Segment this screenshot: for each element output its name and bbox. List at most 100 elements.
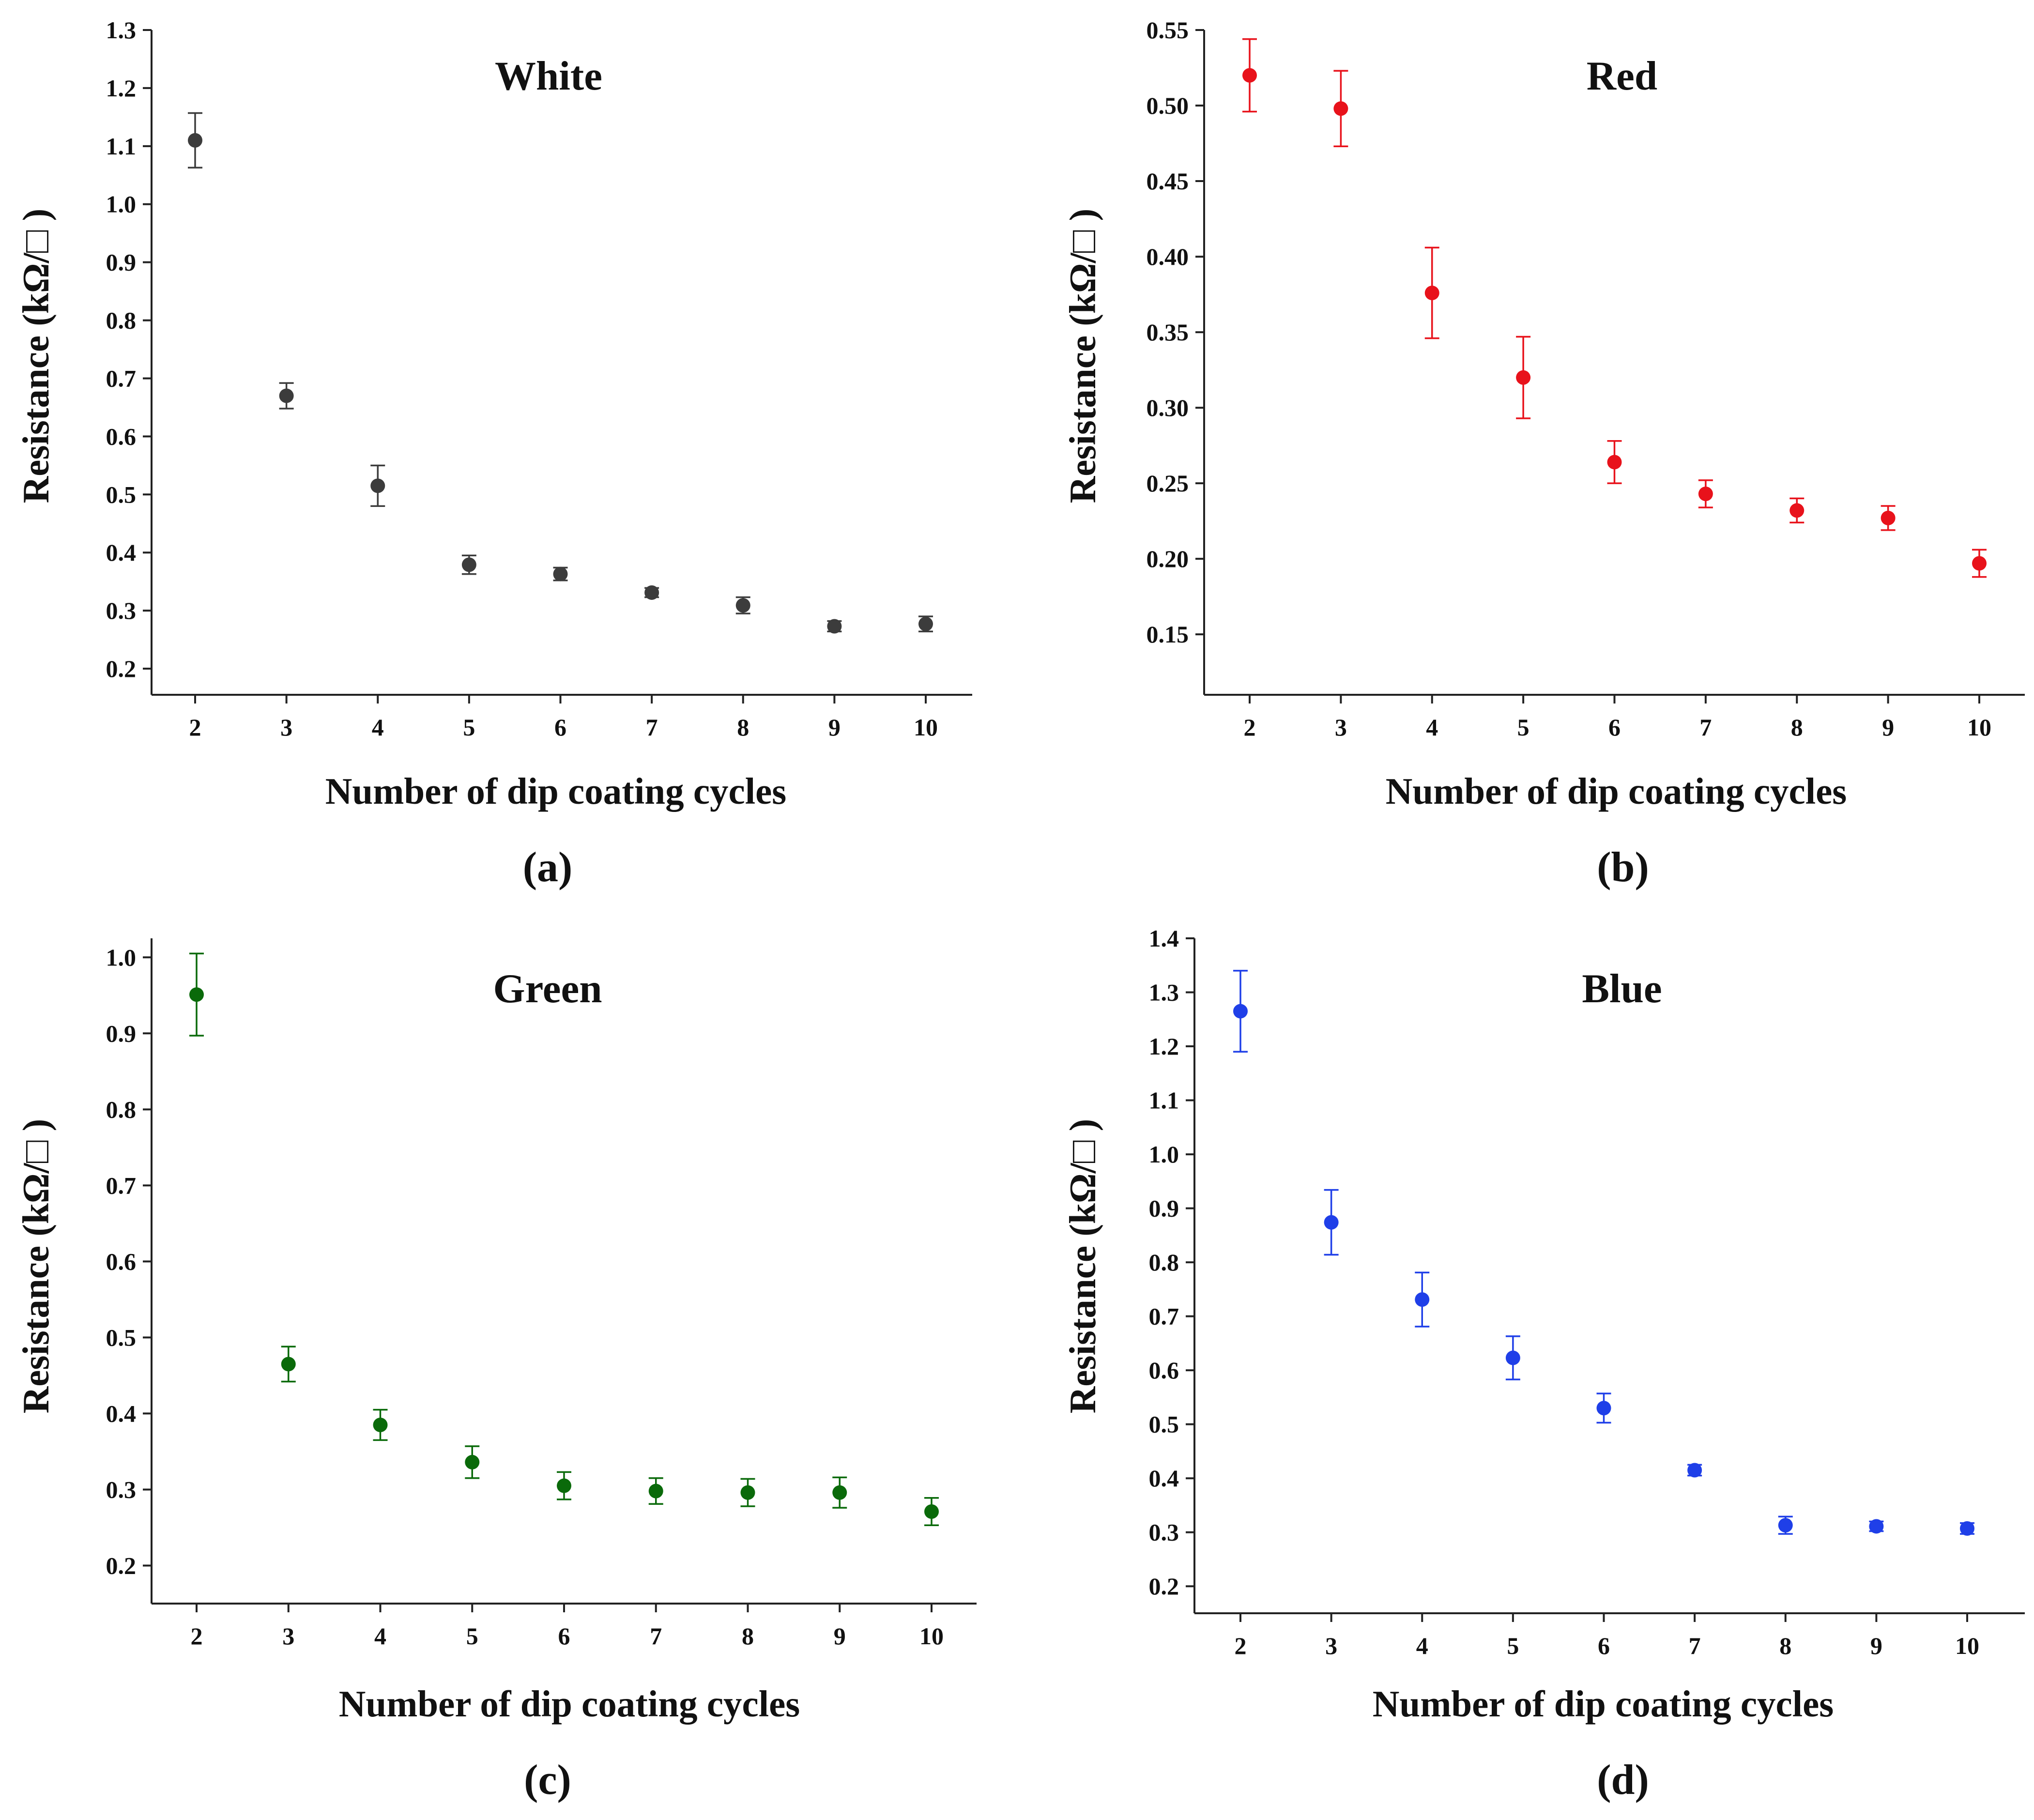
y-tick-label: 0.45 xyxy=(1147,168,1189,195)
x-tick-label: 10 xyxy=(914,714,938,741)
x-tick-label: 8 xyxy=(1779,1632,1791,1659)
y-tick-label: 1.1 xyxy=(106,133,137,160)
data-point xyxy=(1324,1215,1339,1230)
data-point xyxy=(648,1484,663,1499)
y-tick-label: 0.4 xyxy=(1149,1465,1179,1492)
x-tick-label: 6 xyxy=(558,1622,570,1650)
panel-label: (c) xyxy=(524,1757,571,1804)
x-tick-label: 6 xyxy=(1608,714,1621,741)
panel-label: (b) xyxy=(1597,844,1649,891)
data-point xyxy=(832,1485,847,1500)
data-point xyxy=(1960,1521,1974,1536)
data-point xyxy=(461,557,476,572)
data-point xyxy=(1596,1401,1611,1416)
data-point xyxy=(1687,1463,1702,1478)
chart-title: Red xyxy=(1587,53,1657,99)
panel-white: White Resistance (kΩ/□ ) Number of dip c… xyxy=(15,53,786,891)
data-point xyxy=(553,566,568,581)
x-axis-title: Number of dip coating cycles xyxy=(325,770,786,812)
data-point xyxy=(740,1485,755,1500)
x-axis-title: Number of dip coating cycles xyxy=(1373,1683,1834,1725)
chart-plot-area-3: 0.2 0.3 0.4 0.5 0.6 0.7 0.8 0.9 1.0 2 3 4 5 6 7 8 9 10 xyxy=(106,938,977,1650)
data-point xyxy=(1333,101,1348,116)
y-tick-label: 0.7 xyxy=(106,1172,137,1199)
y-tick-label: 0.55 xyxy=(1147,16,1189,44)
data-point xyxy=(1881,510,1896,525)
y-tick-label: 0.15 xyxy=(1147,621,1189,648)
panel-green: Green Resistance (kΩ/□ ) Number of dip c… xyxy=(15,966,800,1804)
data-point xyxy=(370,478,385,493)
panel-blue: Blue Resistance (kΩ/□ ) Number of dip co… xyxy=(1062,966,1834,1804)
y-axis-title: Resistance (kΩ/□ ) xyxy=(15,1119,57,1414)
y-tick-label: 0.4 xyxy=(106,539,137,566)
data-point xyxy=(279,388,294,403)
y-tick-label: 0.2 xyxy=(1149,1573,1179,1600)
y-tick-label: 0.7 xyxy=(1149,1303,1179,1330)
x-tick-label: 3 xyxy=(282,1622,294,1650)
x-tick-label: 9 xyxy=(828,714,841,741)
data-point xyxy=(1607,455,1622,470)
x-tick-label: 8 xyxy=(1791,714,1803,741)
data-point xyxy=(644,585,659,600)
y-tick-label: 0.25 xyxy=(1147,470,1189,497)
chart-plot-area-4: 0.2 0.3 0.4 0.5 0.6 0.7 0.8 0.9 1.0 1.1 1.2 1.3 1.4 2… xyxy=(1149,925,2025,1659)
panel-label: (a) xyxy=(523,844,573,891)
y-tick-label: 0.8 xyxy=(106,1096,137,1123)
y-tick-label: 0.9 xyxy=(106,1020,137,1047)
chart-title: White xyxy=(495,53,602,99)
panel-label: (d) xyxy=(1597,1757,1649,1804)
y-tick-label: 1.3 xyxy=(106,16,137,44)
x-axis-title: Number of dip coating cycles xyxy=(339,1683,800,1725)
x-tick-label: 4 xyxy=(372,714,384,741)
y-tick-label: 0.9 xyxy=(1149,1195,1179,1222)
x-tick-label: 4 xyxy=(1426,714,1438,741)
data-point xyxy=(373,1417,388,1432)
y-tick-label: 0.6 xyxy=(106,423,137,450)
y-tick-label: 0.5 xyxy=(106,481,137,508)
y-tick-label: 0.6 xyxy=(106,1248,137,1275)
y-tick-label: 0.7 xyxy=(106,365,137,392)
y-tick-label: 0.5 xyxy=(1149,1411,1179,1438)
x-tick-label: 2 xyxy=(1235,1632,1247,1659)
y-tick-label: 0.20 xyxy=(1147,545,1189,572)
data-point xyxy=(1415,1292,1430,1307)
y-axis-title: Resistance (kΩ/□ ) xyxy=(1062,1119,1103,1414)
data-point xyxy=(827,619,842,634)
x-tick-label: 5 xyxy=(1507,1632,1519,1659)
y-tick-label: 1.2 xyxy=(106,75,137,102)
x-tick-label: 10 xyxy=(1967,714,1991,741)
x-tick-label: 2 xyxy=(1244,714,1256,741)
x-tick-label: 4 xyxy=(374,1622,386,1650)
x-tick-label: 5 xyxy=(463,714,475,741)
data-point xyxy=(1778,1518,1793,1533)
panel-red: Red Resistance (kΩ/□ ) Number of dip coa… xyxy=(1062,53,1847,891)
y-tick-label: 0.3 xyxy=(1149,1519,1179,1546)
data-point xyxy=(1424,285,1439,300)
y-tick-label: 0.50 xyxy=(1147,92,1189,119)
data-point xyxy=(281,1357,296,1372)
y-tick-label: 0.30 xyxy=(1147,394,1189,421)
x-tick-label: 7 xyxy=(650,1622,662,1650)
x-tick-label: 7 xyxy=(646,714,658,741)
y-tick-label: 0.35 xyxy=(1147,319,1189,346)
data-point xyxy=(1516,370,1531,385)
data-point xyxy=(735,598,750,613)
y-axis-title: Resistance (kΩ/□ ) xyxy=(15,209,57,504)
data-point xyxy=(188,133,202,148)
y-tick-label: 0.40 xyxy=(1147,243,1189,270)
data-point xyxy=(1972,556,1987,571)
data-point xyxy=(1242,68,1257,83)
y-tick-label: 0.2 xyxy=(106,1552,137,1579)
data-point xyxy=(1869,1519,1884,1534)
x-tick-label: 3 xyxy=(1335,714,1347,741)
x-tick-label: 8 xyxy=(742,1622,754,1650)
x-tick-label: 3 xyxy=(280,714,292,741)
x-tick-label: 9 xyxy=(1870,1632,1882,1659)
y-tick-label: 1.0 xyxy=(1149,1141,1179,1168)
x-tick-label: 9 xyxy=(834,1622,846,1650)
chart-plot-area-2: 0.15 0.20 0.25 0.30 0.35 0.40 0.45 0.50 0.55 2 3 4 5… xyxy=(1147,16,2025,741)
x-axis-title: Number of dip coating cycles xyxy=(1386,770,1847,812)
data-point xyxy=(1789,503,1805,518)
x-tick-label: 6 xyxy=(554,714,566,741)
